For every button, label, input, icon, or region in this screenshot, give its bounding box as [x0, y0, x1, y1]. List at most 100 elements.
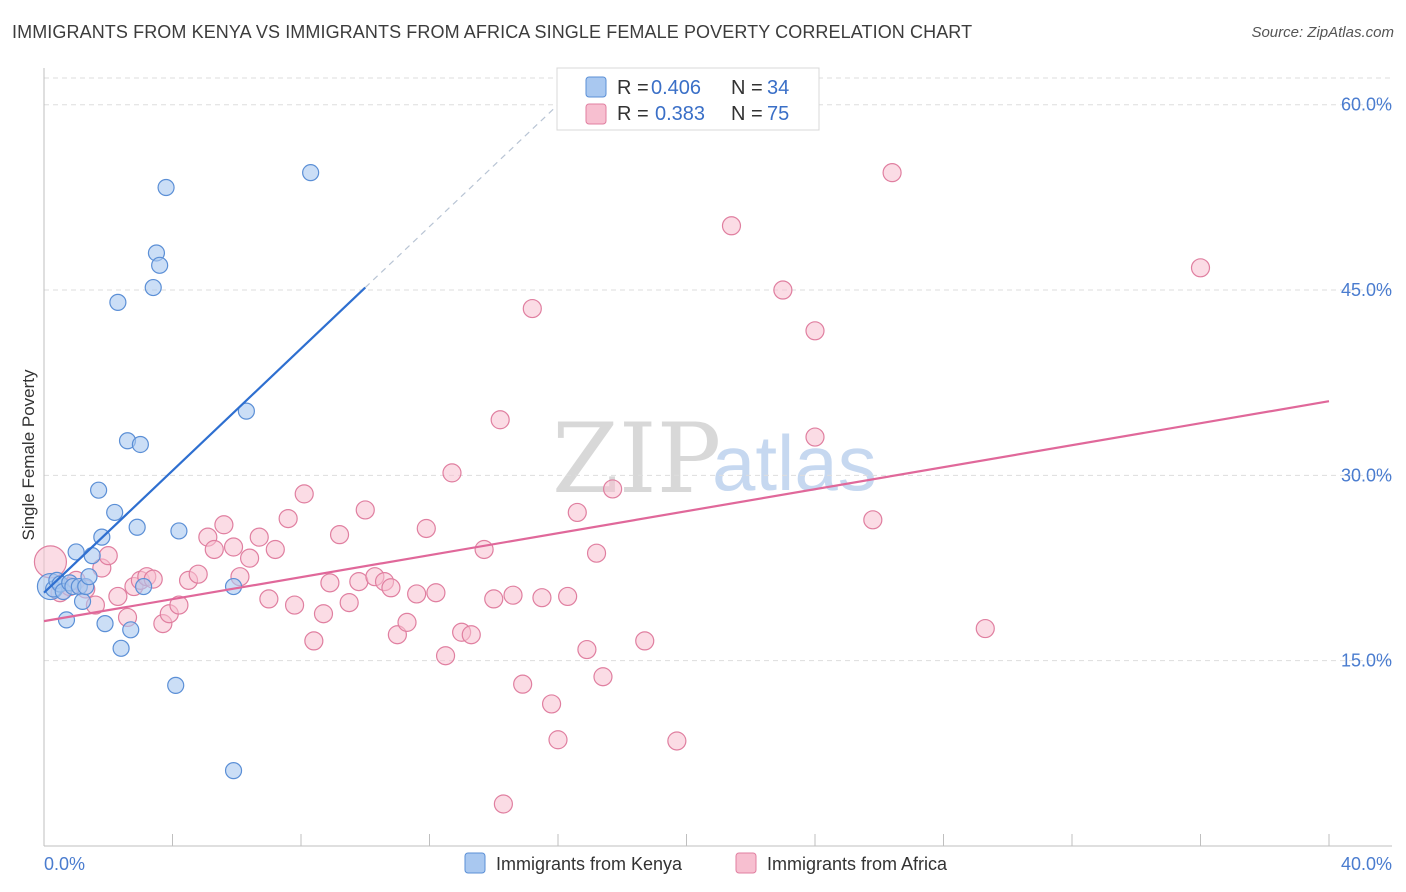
kenya-point — [83, 547, 101, 565]
africa-point — [461, 625, 481, 645]
kenya-point — [151, 256, 169, 274]
africa-point — [541, 694, 562, 714]
legend-africa-n-value: 75 — [767, 103, 789, 125]
trend-lines — [43, 104, 1330, 623]
africa-point — [635, 631, 655, 651]
africa-point — [474, 539, 494, 560]
africa-point — [522, 298, 542, 319]
africa-point — [284, 595, 305, 615]
africa-point — [320, 573, 340, 593]
africa-point — [558, 586, 578, 607]
africa-point — [329, 525, 350, 545]
africa-point — [882, 163, 902, 183]
africa-point — [805, 427, 825, 447]
africa-point — [416, 518, 436, 539]
africa-point — [278, 508, 298, 529]
source-credit: Source: ZipAtlas.com — [1251, 24, 1394, 41]
africa-point — [490, 410, 510, 430]
africa-point — [169, 595, 189, 615]
correlation-legend: R = 0.406 N = 34 R = 0.383 N = 75 — [556, 67, 820, 131]
kenya-point — [167, 676, 185, 694]
africa-point — [493, 794, 513, 814]
africa-point — [435, 646, 456, 666]
kenya-trendline-extension — [364, 104, 559, 288]
kenya-point — [144, 278, 162, 297]
africa-point — [188, 564, 208, 584]
kenya-point — [112, 639, 130, 657]
africa-point — [304, 631, 324, 651]
chart-title: IMMIGRANTS FROM KENYA VS IMMIGRANTS FROM… — [12, 22, 973, 42]
kenya-point — [122, 621, 140, 639]
africa-point — [567, 502, 587, 523]
africa-point — [721, 216, 742, 236]
y-tick-label: 15.0% — [1341, 651, 1392, 671]
kenya-point — [73, 592, 92, 610]
africa-point — [249, 527, 269, 547]
africa-point — [108, 586, 128, 607]
africa-point — [259, 589, 279, 609]
y-tick-label: 30.0% — [1341, 465, 1392, 485]
africa-point — [532, 588, 552, 608]
legend-kenya-n-value: 34 — [767, 77, 789, 99]
y-tick-label: 45.0% — [1341, 280, 1392, 300]
bottom-legend-africa-label: Immigrants from Africa — [767, 854, 948, 874]
bottom-legend-kenya-label: Immigrants from Kenya — [496, 854, 683, 874]
legend-africa-swatch — [585, 103, 607, 125]
axes — [43, 68, 1392, 847]
africa-point — [349, 572, 369, 592]
africa-point — [577, 639, 597, 660]
kenya-point — [106, 503, 124, 522]
kenya-series — [36, 164, 320, 780]
kenya-trendline — [43, 286, 367, 594]
africa-point — [355, 500, 375, 520]
kenya-point — [128, 518, 146, 536]
x-tick-label-max: 40.0% — [1341, 854, 1392, 874]
africa-series — [33, 163, 1211, 814]
kenya-point — [302, 164, 320, 182]
kenya-point — [67, 543, 85, 561]
africa-point — [407, 584, 427, 604]
africa-point — [975, 618, 995, 639]
africa-point — [593, 667, 613, 687]
africa-point — [240, 548, 260, 568]
africa-point — [313, 604, 334, 624]
africa-point — [548, 730, 568, 750]
kenya-point — [157, 178, 175, 197]
kenya-point — [109, 293, 127, 311]
kenya-point — [134, 577, 153, 596]
africa-point — [214, 515, 234, 535]
africa-point — [339, 593, 359, 613]
africa-point — [98, 546, 118, 566]
africa-point — [513, 674, 533, 694]
africa-point — [426, 583, 446, 603]
legend-africa-r-value: 0.383 — [655, 103, 705, 125]
kenya-point — [57, 611, 76, 629]
kenya-point — [131, 435, 149, 454]
africa-point — [442, 463, 462, 483]
africa-point — [265, 539, 285, 560]
kenya-point — [224, 762, 243, 780]
africa-point — [603, 479, 623, 499]
series-legend: Immigrants from Kenya Immigrants from Af… — [464, 852, 948, 874]
kenya-point — [90, 481, 108, 499]
africa-point — [805, 321, 825, 341]
y-tick-label: 60.0% — [1341, 95, 1392, 115]
watermark-zip: ZIP — [552, 403, 721, 515]
legend-kenya-r-label: R = — [617, 77, 649, 99]
africa-point — [381, 578, 401, 598]
africa-point — [223, 537, 244, 557]
africa-point — [863, 510, 883, 530]
africa-point — [667, 731, 687, 751]
legend-kenya-swatch — [585, 76, 607, 98]
africa-point — [294, 484, 314, 504]
africa-point — [1190, 258, 1211, 278]
africa-point — [204, 539, 224, 560]
kenya-point — [170, 522, 188, 540]
legend-africa-n-label: N = — [731, 103, 763, 125]
kenya-point — [237, 402, 255, 420]
africa-point — [773, 280, 793, 300]
y-axis-tick-labels: 15.0% 30.0% 45.0% 60.0% — [1341, 95, 1392, 671]
bottom-legend-kenya-swatch — [464, 852, 486, 874]
bottom-legend-africa-swatch — [735, 852, 757, 874]
